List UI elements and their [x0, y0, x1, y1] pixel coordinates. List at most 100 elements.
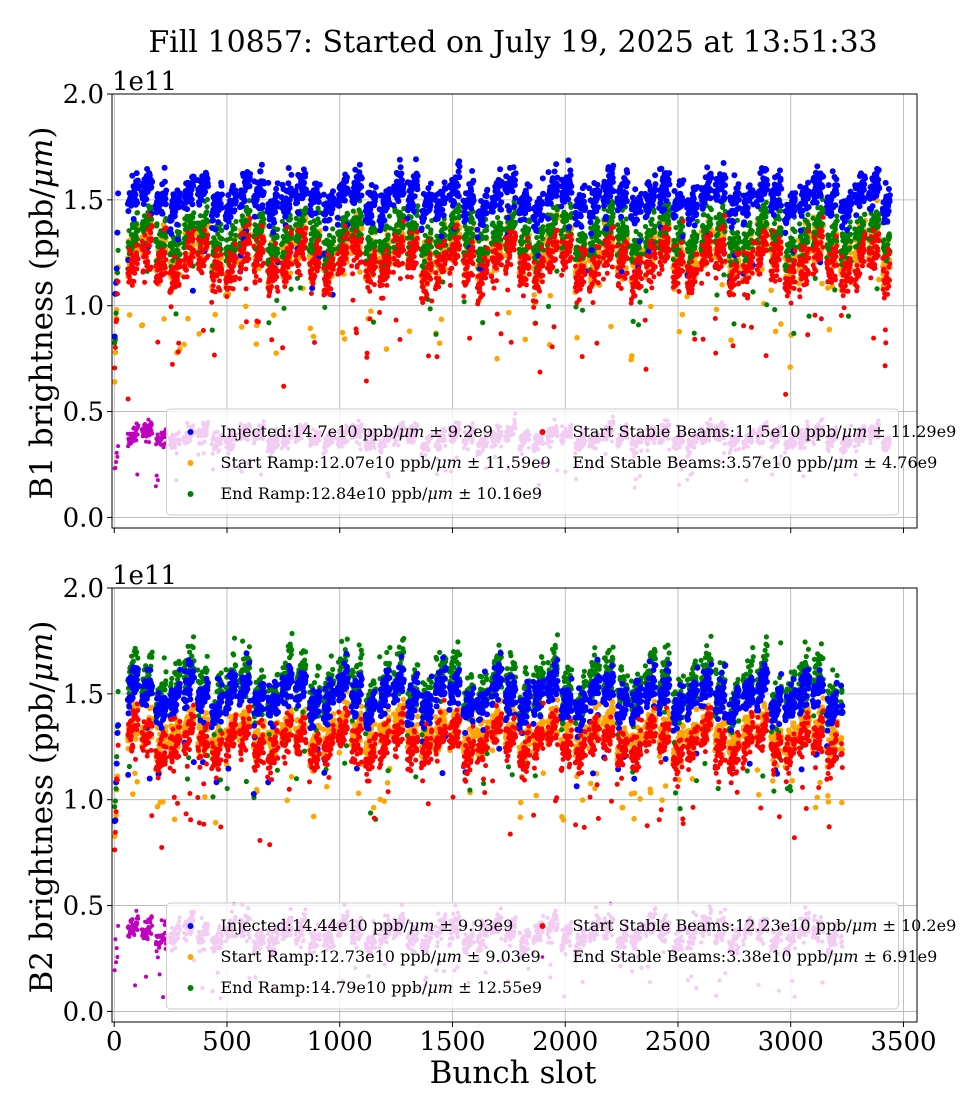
b1-start_ramp-point	[768, 287, 774, 294]
b1-end_ramp-point	[386, 213, 392, 219]
b1-start_ramp-point	[271, 312, 277, 318]
b1-end_stable-point	[135, 432, 140, 437]
b1-end_stable-point	[144, 434, 149, 439]
b1-start_ramp-point	[341, 336, 348, 342]
b1-end_ramp-point	[301, 217, 307, 223]
b1-end_ramp-point	[413, 222, 420, 228]
b1-end_ramp-point	[204, 204, 210, 210]
b1-end_ramp-point	[227, 236, 233, 242]
b1-start_ramp-point	[357, 269, 363, 275]
b1-end_ramp-point	[219, 236, 225, 242]
b1-start_ramp-point	[629, 353, 635, 359]
b1-start_ramp-point	[608, 323, 614, 330]
b1-end_ramp-point	[302, 210, 308, 216]
b1-end_stable-point	[144, 439, 148, 444]
b1-start_ramp-point	[238, 324, 245, 330]
b1-end_ramp-point	[358, 213, 365, 219]
b1-start_ramp-point	[719, 282, 725, 288]
b1-start_ramp-point	[787, 364, 793, 370]
b1-end_ramp-point	[297, 285, 303, 291]
b1-end_stable-point	[116, 444, 121, 449]
b1-start_ramp-point	[819, 280, 825, 287]
b1-end_ramp-point	[190, 214, 196, 220]
b1-end_stable-point	[149, 422, 154, 427]
b1-end_ramp-point	[317, 233, 323, 239]
b1-end_ramp-point	[498, 220, 504, 226]
b1-end_ramp-point	[134, 221, 140, 227]
b1-end_stable-point	[153, 484, 158, 489]
b1-start_ramp-point	[772, 328, 779, 335]
b1-end_ramp-point	[483, 234, 489, 240]
b1-end_stable-point	[114, 450, 119, 455]
b1-end_ramp-point	[322, 304, 328, 310]
b1-start_ramp-point	[438, 316, 445, 323]
b1-end_ramp-point	[484, 227, 490, 233]
b1-end_ramp-point	[219, 227, 225, 233]
b1-start_ramp-point	[368, 308, 374, 315]
b1-start_ramp-point	[307, 325, 314, 332]
b1-end_stable-point	[146, 417, 151, 422]
b1-start_ramp-point	[273, 350, 280, 357]
b1-start_ramp-point	[531, 292, 538, 298]
b1-start_ramp-point	[494, 355, 500, 362]
b1-start_ramp-point	[676, 328, 683, 335]
b1-end_ramp-point	[427, 306, 433, 312]
b1-end_stable-point	[155, 478, 160, 483]
figure-title: Fill 10857: Started on July 19, 2025 at …	[148, 25, 877, 60]
b1-end_ramp-point	[176, 229, 182, 235]
b1-start_ramp-point	[826, 326, 833, 333]
b1-start_ramp-point	[112, 379, 118, 385]
b1-end_ramp-point	[191, 210, 197, 216]
b1-end_stable-point	[154, 473, 159, 478]
b1-end_ramp-point	[456, 203, 462, 209]
b1-panel: 0.00.51.01.52.0 1e11 B1 brightness (ppb/…	[24, 67, 956, 533]
b1-end_stable-point	[113, 465, 118, 470]
b1-end_ramp-point	[461, 299, 467, 305]
b1-end_ramp-point	[173, 311, 179, 317]
b1-start_ramp-point	[126, 312, 133, 318]
b1-end_ramp-point	[232, 226, 238, 232]
b1-end_ramp-point	[331, 238, 337, 244]
b1-end_ramp-point	[115, 247, 121, 253]
b1-end_ramp-point	[287, 216, 294, 222]
b1-end_ramp-point	[247, 208, 253, 214]
b1-start_ramp-point	[778, 321, 784, 327]
b1-start_ramp-point	[574, 334, 580, 341]
b1-end_ramp-point	[468, 226, 474, 232]
b1-end_ramp-point	[204, 196, 210, 203]
b1-end_ramp-point	[433, 331, 439, 337]
b1-start_ramp-point	[139, 322, 146, 328]
b1-end_ramp-point	[512, 219, 519, 225]
b1-end_ramp-point	[471, 220, 477, 226]
b1-start_ramp-point	[185, 315, 191, 322]
b1-end_ramp-point	[330, 226, 336, 232]
b1-start_ramp-point	[339, 329, 346, 336]
b1-end_stable-point	[115, 454, 120, 459]
b1-start_ramp-point	[212, 311, 218, 318]
b1-end_stable-point	[114, 460, 119, 464]
b1-end_ramp-point	[274, 297, 280, 303]
b1-start_ramp-point	[876, 276, 882, 283]
b1-end_ramp-point	[232, 246, 238, 252]
b1-end_ramp-point	[134, 210, 141, 216]
b1-end_ramp-point	[442, 225, 448, 231]
b1-end_ramp-point	[154, 221, 160, 227]
b1-start_ramp-point	[713, 306, 720, 313]
b1-end_ramp-point	[480, 320, 486, 326]
b1-end_ramp-point	[372, 243, 378, 250]
b1-start_ramp-point	[506, 309, 512, 316]
b1-end_ramp-point	[209, 327, 215, 333]
b1-start_ramp-point	[243, 303, 249, 310]
b1-end_ramp-point	[261, 216, 267, 222]
b1-end_ramp-point	[162, 242, 168, 248]
b1-end_ramp-point	[274, 234, 280, 240]
b1-start_ramp-point	[547, 292, 554, 299]
b1-start_ramp-point	[196, 331, 202, 337]
b1-end_ramp-point	[316, 220, 322, 226]
b1-start_ramp-point	[253, 341, 260, 347]
b1-end_ramp-point	[350, 208, 356, 214]
b1-end_ramp-point	[457, 208, 463, 214]
b1-start_ramp-point	[648, 303, 654, 310]
b1-end_ramp-point	[134, 236, 140, 242]
